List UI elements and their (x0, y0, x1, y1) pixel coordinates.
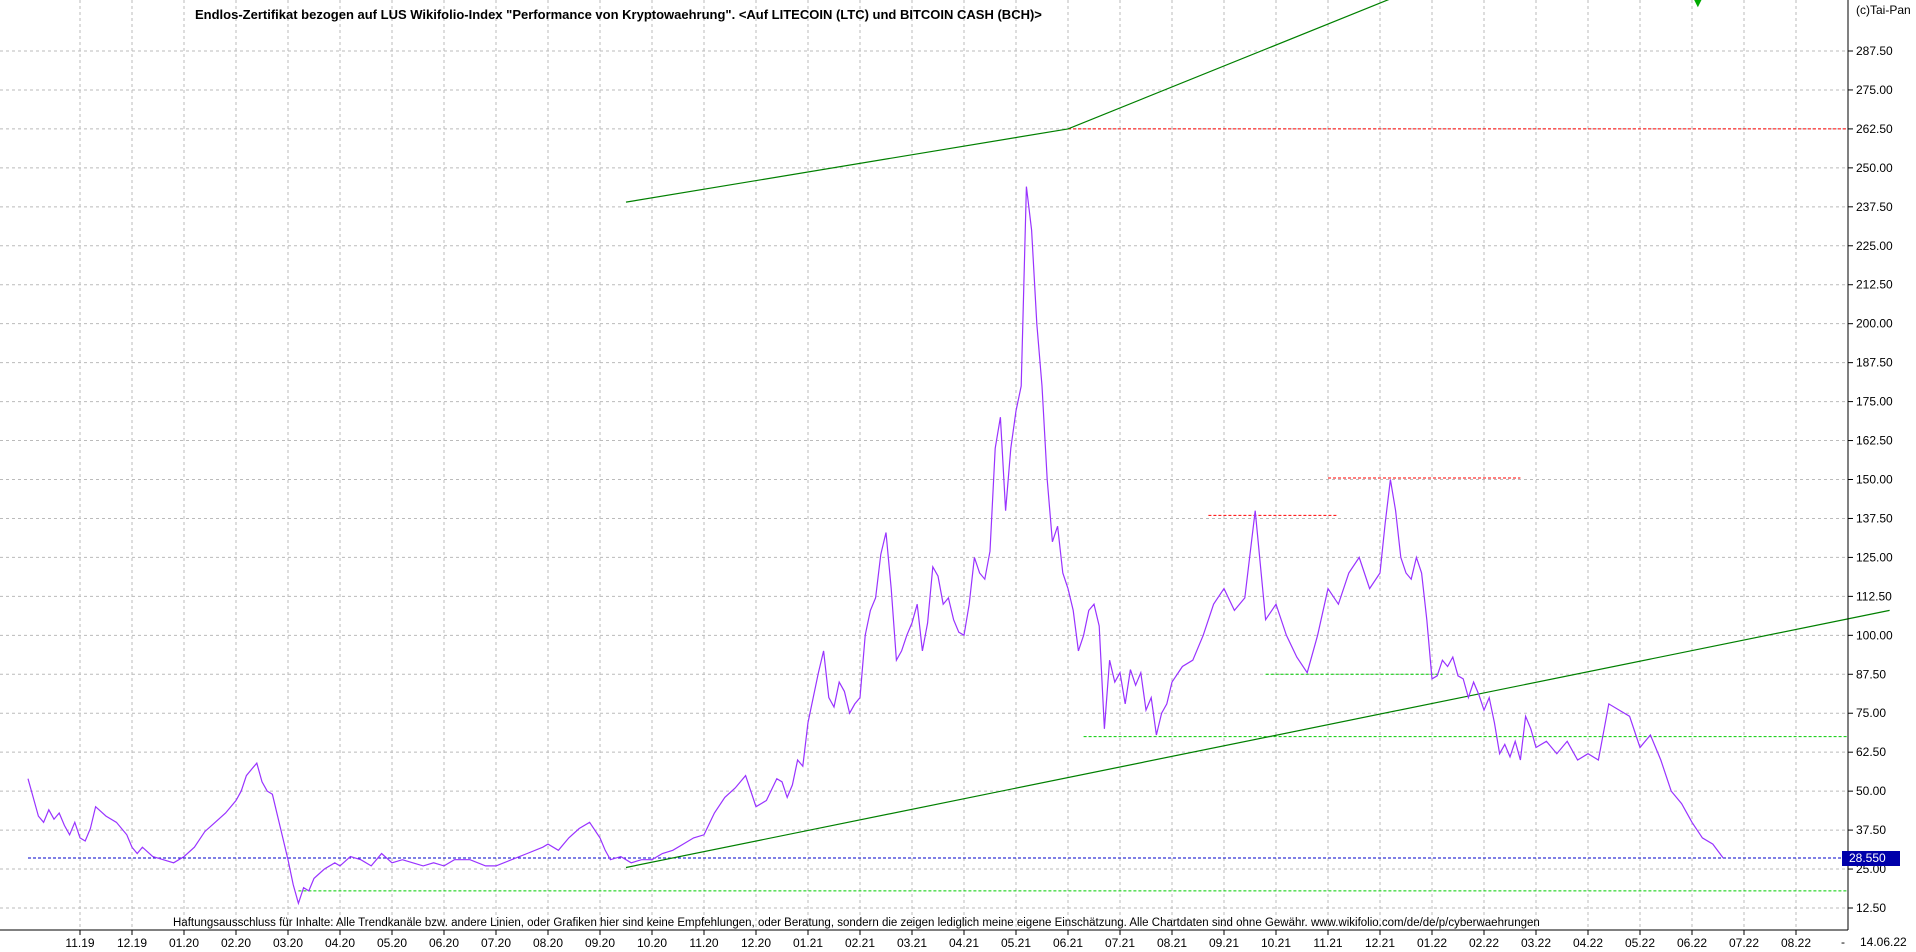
grid-lines (0, 0, 1848, 930)
x-tick-label: 08.21 (1157, 936, 1187, 950)
axis-dash: - (1841, 935, 1845, 949)
x-tick-label: 07.21 (1105, 936, 1135, 950)
y-tick-label: 50.00 (1856, 784, 1886, 798)
horizontal-lines (28, 128, 1848, 892)
last-value-marker: 28.550 (1842, 851, 1900, 866)
x-tick-label: 03.21 (897, 936, 927, 950)
y-tick-label: 12.50 (1856, 901, 1886, 915)
y-tick-label: 275.00 (1856, 83, 1893, 97)
x-tick-label: 02.22 (1469, 936, 1499, 950)
x-tick-label: 05.21 (1001, 936, 1031, 950)
x-tick-label: 04.21 (949, 936, 979, 950)
x-tick-label: 11.20 (689, 936, 718, 950)
x-axis-ticks: 11.19 12.19 01.20 02.20 03.20 04.20 05.20 06.20… (65, 930, 1811, 950)
x-tick-label: 06.20 (429, 936, 459, 950)
x-tick-label: 01.21 (793, 936, 823, 950)
x-tick-label: 05.22 (1625, 936, 1655, 950)
y-tick-label: 112.50 (1856, 589, 1892, 603)
y-tick-label: 175.00 (1856, 395, 1893, 409)
trend-line (625, 609, 1890, 869)
x-tick-label: 01.22 (1417, 936, 1447, 950)
x-tick-label: 04.22 (1573, 936, 1603, 950)
y-tick-label: 212.50 (1856, 278, 1893, 292)
x-tick-label: 11.21 (1313, 936, 1342, 950)
y-tick-label: 87.50 (1856, 667, 1886, 681)
y-tick-label: 37.50 (1856, 823, 1886, 837)
x-tick-label: 05.20 (377, 936, 407, 950)
x-tick-label: 12.21 (1365, 936, 1395, 950)
disclaimer-text: Haftungsausschluss für Inhalte: Alle Tre… (173, 917, 1540, 929)
x-tick-label: 01.20 (169, 936, 199, 950)
x-tick-label: 06.21 (1053, 936, 1083, 950)
y-tick-label: 125.00 (1856, 550, 1893, 564)
x-tick-label: 08.20 (533, 936, 563, 950)
x-tick-label: 07.22 (1729, 936, 1759, 950)
y-tick-label: 100.00 (1856, 628, 1893, 642)
x-tick-label: 03.22 (1521, 936, 1551, 950)
last-value-box (1842, 851, 1900, 866)
top-diamond-icon: ▼ (1694, 0, 1702, 9)
trend-line (625, 128, 1069, 203)
y-tick-label: 62.50 (1856, 745, 1886, 759)
y-tick-label: 75.00 (1856, 706, 1886, 720)
x-tick-label: 10.20 (637, 936, 667, 950)
y-tick-label: 237.50 (1856, 200, 1893, 214)
x-tick-label: 06.22 (1677, 936, 1707, 950)
x-tick-label: 12.20 (741, 936, 771, 950)
axes (0, 0, 1849, 931)
x-tick-label: 11.19 (65, 936, 94, 950)
y-tick-label: 137.50 (1856, 511, 1893, 525)
x-tick-label: 08.22 (1781, 936, 1811, 950)
x-tick-label: 02.20 (221, 936, 251, 950)
date-label: 14.06.22 (1860, 935, 1907, 949)
x-tick-label: 12.19 (117, 936, 147, 950)
y-tick-label: 150.00 (1856, 473, 1893, 487)
trend-channel-lines (625, 0, 1890, 869)
x-tick-label: 07.20 (481, 936, 511, 950)
y-axis-ticks: 12.5025.0037.5050.0062.5075.0087.50100.0… (1848, 44, 1893, 915)
y-tick-label: 250.00 (1856, 161, 1893, 175)
copyright-label: (c)Tai-Pan (1856, 3, 1911, 17)
price-line (27, 186, 1724, 906)
chart-title: Endlos-Zertifikat bezogen auf LUS Wikifo… (195, 7, 1042, 22)
x-tick-label: 02.21 (845, 936, 875, 950)
y-tick-label: 225.00 (1856, 239, 1893, 253)
x-tick-label: 03.20 (273, 936, 303, 950)
trend-line (1067, 0, 1390, 130)
y-tick-label: 187.50 (1856, 356, 1893, 370)
last-value-label: 28.550 (1849, 851, 1886, 865)
x-tick-label: 10.21 (1261, 936, 1291, 950)
x-tick-label: 09.20 (585, 936, 615, 950)
price-series (27, 186, 1724, 906)
y-tick-label: 162.50 (1856, 434, 1893, 448)
y-tick-label: 200.00 (1856, 317, 1893, 331)
y-tick-label: 287.50 (1856, 44, 1893, 58)
x-tick-label: 09.21 (1209, 936, 1239, 950)
y-tick-label: 262.50 (1856, 122, 1893, 136)
x-tick-label: 04.20 (325, 936, 355, 950)
